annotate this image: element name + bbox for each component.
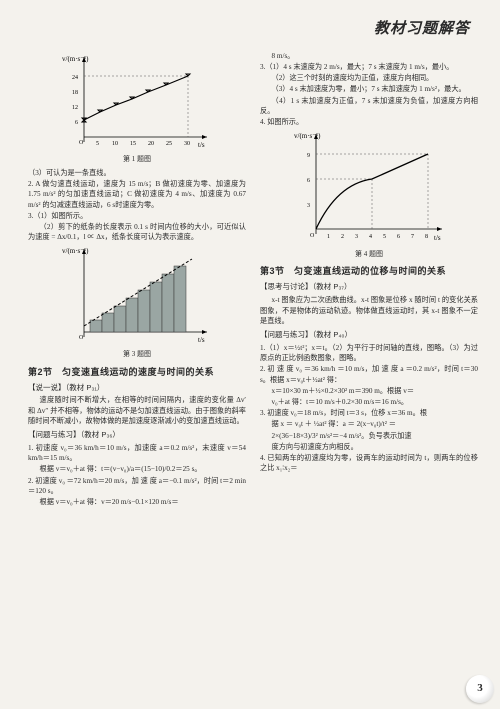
svg-text:v/(m·s⁻¹): v/(m·s⁻¹) [294, 132, 321, 140]
text: x＝10×30 m＋½×0.2×30² m＝390 m。根据 v＝ [260, 386, 478, 396]
svg-text:30: 30 [184, 141, 190, 147]
svg-text:15: 15 [130, 141, 136, 147]
section-2-title: 第2节 匀变速直线运动的速度与时间的关系 [28, 366, 246, 379]
svg-text:v/(m·s⁻¹): v/(m·s⁻¹) [62, 55, 89, 63]
chart-3: v/(m·s⁻¹) t/s O 1 2 3 4 5 6 7 8 3 6 9 [260, 129, 478, 259]
left-column: v/(m·s⁻¹) t/s O 5 10 15 20 25 30 6 12 18… [28, 50, 246, 509]
text: 4. 已知两车的初速度均为零，设两车的运动时间为 t，则两车的位移之比 x₁∶x… [260, 453, 478, 473]
sikao-title: 【思考与讨论】（教材 P₃₇） [260, 282, 478, 293]
chart-1: v/(m·s⁻¹) t/s O 5 10 15 20 25 30 6 12 18… [28, 52, 246, 164]
text: 8 m/s。 [260, 51, 478, 61]
right-column: 8 m/s。 3.（1）4 s 末速度为 2 m/s，最大；7 s 末速度为 1… [260, 50, 478, 509]
svg-text:18: 18 [72, 90, 78, 96]
svg-text:4: 4 [369, 234, 372, 240]
chart-2: v/(m·s⁻¹) t/s O 第 3 题图 [28, 244, 246, 359]
svg-text:5: 5 [96, 141, 99, 147]
svg-text:O: O [79, 335, 84, 341]
text: v₀＋at 得：t＝10 m/s＋0.2×30 m/s＝16 m/s。 [260, 397, 478, 407]
svg-text:7: 7 [411, 234, 414, 240]
svg-text:2: 2 [341, 234, 344, 240]
svg-text:6: 6 [307, 178, 310, 184]
chart-1-caption: 第 1 题图 [28, 154, 246, 164]
svg-text:6: 6 [397, 234, 400, 240]
svg-text:12: 12 [72, 105, 78, 111]
section-3-title: 第3节 匀变速直线运动的位移与时间的关系 [260, 265, 478, 278]
svg-text:t/s: t/s [434, 234, 441, 242]
text: （3）4 s 末加速度为零，最小；7 s 末加速度为 1 m/s²，最大。 [260, 84, 478, 94]
text: 据 x ＝ v₀t ＋ ½at² 得：a ＝ 2(x−v₀t)/t² ＝ [260, 419, 478, 429]
svg-text:24: 24 [72, 75, 78, 81]
svg-text:v/(m·s⁻¹): v/(m·s⁻¹) [62, 247, 89, 255]
text: 1.（1）x＝½t²；x＝t。（2）为平行于时间轴的直线，图略。（3）为过原点的… [260, 343, 478, 363]
text: （2）剪下的纸条的长度表示 0.1 s 时间内位移的大小，可近似认为速度 = Δ… [28, 222, 246, 242]
page-number: 3 [466, 675, 494, 703]
text: （3）可认为是一条直线。 [28, 168, 246, 178]
svg-text:5: 5 [383, 234, 386, 240]
svg-text:6: 6 [75, 120, 78, 126]
svg-text:20: 20 [148, 141, 154, 147]
svg-text:O: O [79, 140, 84, 146]
text: 度方向与初速度方向相反。 [260, 442, 478, 452]
text: 3.（1）4 s 末速度为 2 m/s，最大；7 s 末速度为 1 m/s，最小… [260, 62, 478, 72]
text: x-t 图象应为二次函数曲线。x-t 图象是位移 x 随时间 t 的变化关系图象… [260, 295, 478, 326]
shuoshuo-title: 【说一说】（教材 P₃₁） [28, 383, 246, 394]
text: 3. 初速度 v₀＝18 m/s，时间 t＝3 s，位移 x＝36 m。根 [260, 408, 478, 418]
text: 2. 初速度 v₀ ＝72 km/h＝20 m/s，加 速 度 a＝−0.1 m… [28, 476, 246, 496]
svg-text:O: O [310, 233, 315, 239]
svg-text:10: 10 [112, 141, 118, 147]
text: 3.（1）如图所示。 [28, 211, 246, 221]
wenti2-title: 【问题与练习】（教材 P₄₀） [260, 330, 478, 341]
text: 2. A 做匀速直线运动，速度为 15 m/s；B 做初速度为零、加速度为 1.… [28, 179, 246, 210]
svg-text:t/s: t/s [198, 141, 205, 149]
text: 根据 v＝v₀＋at 得：t＝(v−v₀)/a＝(15−10)/0.2＝25 s… [28, 464, 246, 474]
chart-3-caption: 第 4 题图 [260, 249, 478, 259]
text: 根据 v＝v₀＋at 得：v＝20 m/s−0.1×120 m/s＝ [28, 497, 246, 507]
svg-text:t/s: t/s [198, 336, 205, 344]
svg-text:9: 9 [307, 153, 310, 159]
svg-text:1: 1 [327, 234, 330, 240]
text: 1. 初速度 v₀＝36 km/h＝10 m/s，加速度 a＝0.2 m/s²，… [28, 443, 246, 463]
svg-text:3: 3 [355, 234, 358, 240]
svg-text:3: 3 [307, 203, 310, 209]
text: 2. 初 速 度 v₀ ＝36 km/h ＝10 m/s，加 速 度 a ＝0.… [260, 364, 478, 384]
chart-2-caption: 第 3 题图 [28, 349, 246, 359]
wenti-title: 【问题与练习】（教材 P₃₆） [28, 430, 246, 441]
page-header: 教材习题解答 [28, 18, 478, 40]
svg-text:8: 8 [425, 234, 428, 240]
text: 速度随时间不断增大，在相等的时间间隔内，速度的变化量 Δv′ 和 Δv″ 并不相… [28, 395, 246, 426]
text: （4）1 s 末加速度为正值，7 s 末加速度为负值，加速度方向相反。 [260, 96, 478, 116]
text: （2）这三个时刻的速度均为正值，速度方向相同。 [260, 73, 478, 83]
text: 4. 如图所示。 [260, 117, 478, 127]
text: 2×(36−18×3)/3² m/s²＝−4 m/s²。负号表示加速 [260, 431, 478, 441]
svg-text:25: 25 [166, 141, 172, 147]
